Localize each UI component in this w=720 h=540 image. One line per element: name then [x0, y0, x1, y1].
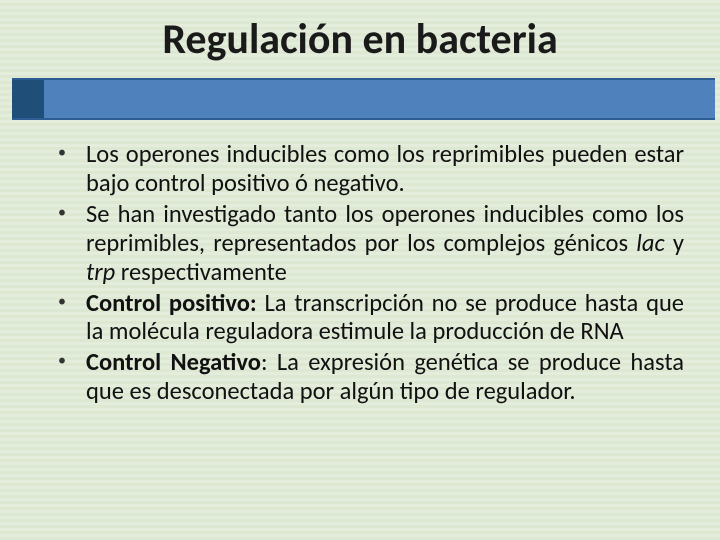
title-underline-bar — [12, 78, 715, 120]
text-run: lac — [636, 228, 664, 258]
text-run: y — [665, 228, 684, 258]
text-run: Los operones inducibles como los reprimi… — [86, 139, 684, 198]
text-run: Se han investigado tanto los operones in… — [86, 199, 684, 258]
text-run: trp — [86, 257, 115, 287]
bullet-list: Los operones inducibles como los reprimi… — [58, 140, 684, 406]
slide: Regulación en bacteria Los operones indu… — [0, 0, 720, 540]
text-run: Control Negativo — [86, 347, 261, 377]
bullet-item: Los operones inducibles como los reprimi… — [58, 140, 684, 198]
text-run: Control positivo: — [86, 288, 257, 318]
slide-title: Regulación en bacteria — [0, 14, 720, 65]
title-area: Regulación en bacteria — [0, 14, 720, 65]
bullet-item: Control positivo: La transcripción no se… — [58, 289, 684, 347]
title-underline-accent — [12, 78, 44, 120]
content-area: Los operones inducibles como los reprimi… — [58, 140, 684, 408]
text-run: respectivamente — [115, 257, 287, 287]
bullet-item: Se han investigado tanto los operones in… — [58, 200, 684, 287]
bullet-item: Control Negativo: La expresión genética … — [58, 348, 684, 406]
